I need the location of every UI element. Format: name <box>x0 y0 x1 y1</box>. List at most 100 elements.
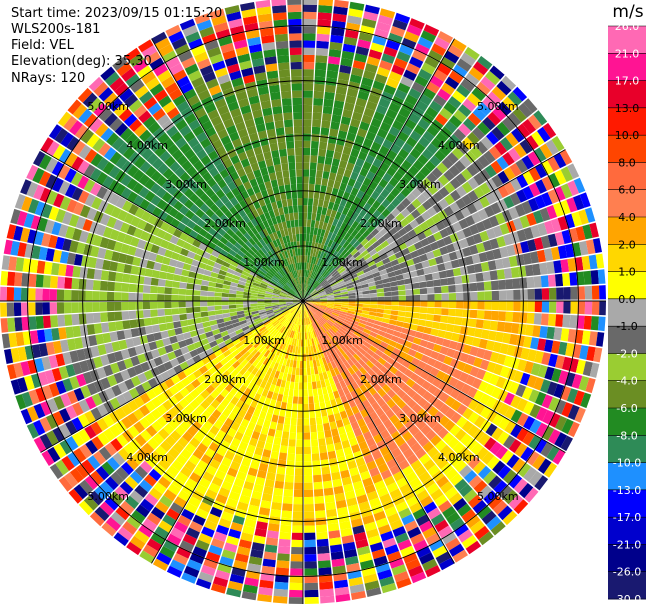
velocity-gate <box>322 473 332 482</box>
velocity-gate <box>40 400 52 416</box>
velocity-gate <box>468 67 484 81</box>
velocity-gate <box>146 512 162 526</box>
velocity-gate <box>385 408 395 419</box>
velocity-gate <box>217 341 227 349</box>
velocity-gate <box>185 301 193 308</box>
velocity-gate <box>376 397 386 408</box>
velocity-gate <box>318 372 325 381</box>
velocity-gate <box>315 62 327 71</box>
velocity-gate <box>31 344 42 359</box>
velocity-gate <box>548 287 557 300</box>
velocity-gate <box>364 4 380 15</box>
velocity-gate <box>557 216 569 231</box>
velocity-gate <box>351 111 363 121</box>
velocity-gate <box>134 345 144 355</box>
velocity-gate <box>189 552 205 565</box>
velocity-gate <box>181 57 196 69</box>
velocity-gate <box>429 75 444 88</box>
velocity-gate <box>431 167 443 179</box>
velocity-gate <box>175 425 187 437</box>
velocity-gate <box>106 239 117 251</box>
velocity-gate <box>252 266 261 273</box>
velocity-gate <box>339 433 349 442</box>
velocity-gate <box>246 220 255 230</box>
velocity-gate <box>177 371 187 381</box>
velocity-gate <box>260 246 268 255</box>
velocity-gate <box>334 297 342 300</box>
velocity-gate <box>208 482 221 494</box>
velocity-gate <box>191 259 200 267</box>
velocity-gate <box>315 416 323 425</box>
velocity-gate <box>163 361 173 371</box>
velocity-gate <box>332 565 346 575</box>
velocity-gate <box>293 298 301 301</box>
velocity-gate <box>344 332 352 339</box>
velocity-gate <box>92 302 100 312</box>
velocity-gate <box>96 367 107 379</box>
velocity-gate <box>324 91 335 101</box>
velocity-gate <box>327 302 335 305</box>
velocity-gate <box>342 206 350 216</box>
velocity-gate <box>325 501 336 511</box>
velocity-gate <box>178 295 186 301</box>
velocity-gate <box>333 151 342 160</box>
velocity-gate <box>324 156 333 166</box>
velocity-gate <box>341 345 348 353</box>
velocity-gate <box>341 175 350 185</box>
velocity-gate <box>411 49 427 62</box>
velocity-gate <box>90 153 103 167</box>
velocity-gate <box>205 78 219 90</box>
velocity-gate <box>271 297 279 300</box>
velocity-gate <box>411 312 420 319</box>
velocity-gate <box>377 296 385 301</box>
velocity-gate <box>210 583 227 594</box>
velocity-gate <box>89 221 100 234</box>
velocity-gate <box>216 446 227 457</box>
velocity-gate <box>349 202 358 212</box>
velocity-gate <box>90 470 104 485</box>
velocity-gate <box>267 165 275 174</box>
velocity-gate <box>200 290 208 296</box>
velocity-gate <box>156 229 167 239</box>
velocity-gate <box>82 219 93 232</box>
velocity-gate <box>72 362 83 375</box>
velocity-gate <box>303 262 305 270</box>
velocity-gate <box>288 306 295 311</box>
velocity-gate <box>339 284 347 289</box>
velocity-gate <box>205 264 214 272</box>
velocity-gate <box>296 241 300 249</box>
velocity-gate <box>492 413 504 427</box>
velocity-gate <box>236 264 245 271</box>
velocity-gate <box>279 305 287 309</box>
velocity-gate <box>325 273 332 280</box>
velocity-gate <box>355 297 363 301</box>
velocity-gate <box>439 346 449 356</box>
velocity-gate <box>406 62 421 75</box>
velocity-gate <box>323 283 331 289</box>
velocity-gate <box>372 373 381 383</box>
velocity-gate <box>359 384 368 394</box>
velocity-gate <box>217 562 232 574</box>
velocity-gate <box>247 563 262 573</box>
velocity-gate <box>146 153 159 165</box>
velocity-gate <box>345 184 353 194</box>
velocity-gate <box>411 198 422 209</box>
velocity-gate <box>194 51 209 63</box>
velocity-gate <box>109 261 118 272</box>
velocity-gate <box>384 301 392 306</box>
velocity-gate <box>504 406 516 420</box>
velocity-gate <box>250 295 258 299</box>
velocity-gate <box>278 297 287 300</box>
velocity-gate <box>431 213 442 224</box>
velocity-gate <box>363 253 372 261</box>
velocity-gate <box>397 82 411 94</box>
velocity-gate <box>310 289 317 295</box>
velocity-gate <box>427 195 438 207</box>
velocity-gate <box>321 280 328 286</box>
velocity-gate <box>274 581 289 590</box>
velocity-gate <box>419 288 428 295</box>
velocity-gate <box>539 326 548 339</box>
velocity-gate <box>559 149 573 166</box>
velocity-gate <box>275 40 289 49</box>
velocity-gate <box>531 131 545 147</box>
